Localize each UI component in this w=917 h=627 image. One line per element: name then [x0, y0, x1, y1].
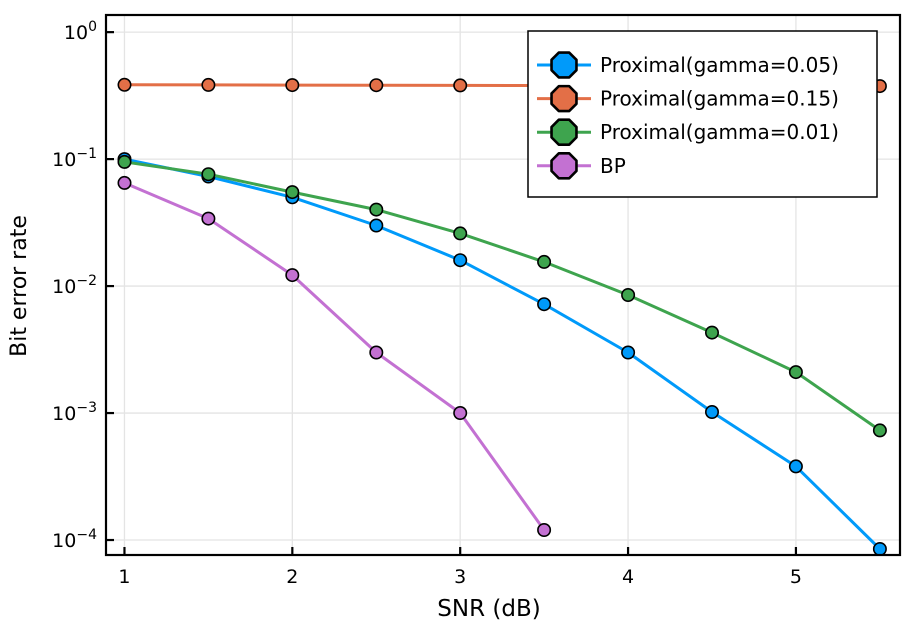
series-line	[123, 160, 882, 432]
data-point	[453, 226, 468, 241]
y-axis-label: Bit error rate	[7, 215, 32, 357]
data-point	[285, 268, 300, 283]
data-point	[201, 77, 216, 92]
data-point	[537, 254, 552, 269]
data-point	[537, 522, 552, 537]
data-point	[369, 202, 384, 217]
data-point	[369, 345, 384, 360]
legend-marker-icon	[550, 84, 578, 113]
legend-box	[527, 30, 878, 198]
data-point	[453, 405, 468, 420]
data-point	[788, 459, 803, 474]
legend-item: BP	[537, 152, 626, 180]
x-tick-label: 3	[454, 566, 466, 588]
data-point	[453, 78, 468, 93]
data-point	[117, 154, 132, 169]
legend-label: Proximal(gamma=0.15)	[600, 87, 839, 111]
series-2	[117, 154, 887, 438]
x-tick-label: 2	[286, 566, 298, 588]
legend-marker-icon	[550, 51, 578, 79]
data-point	[704, 404, 719, 419]
data-point	[872, 541, 887, 556]
data-point	[201, 167, 216, 182]
legend-label: Proximal(gamma=0.01)	[600, 120, 839, 144]
y-tick-label: 10−3	[52, 400, 97, 425]
data-point	[621, 287, 636, 302]
data-point	[117, 77, 132, 92]
data-point	[621, 345, 636, 360]
x-tick-label: 4	[622, 566, 634, 588]
legend-label: BP	[600, 154, 626, 178]
series-3	[117, 175, 552, 537]
series-line	[123, 181, 546, 532]
series-line	[123, 157, 882, 551]
data-point	[369, 218, 384, 233]
data-point	[453, 253, 468, 268]
legend-item: Proximal(gamma=0.15)	[537, 84, 839, 113]
legend: Proximal(gamma=0.05) Proximal(gamma=0.15)…	[527, 30, 878, 198]
legend-label: Proximal(gamma=0.05)	[600, 53, 839, 77]
data-point	[285, 78, 300, 93]
x-tick-label: 1	[118, 566, 130, 588]
data-point	[117, 175, 132, 190]
data-point	[201, 211, 216, 226]
x-tick-label: 5	[790, 566, 802, 588]
legend-marker-icon	[550, 152, 578, 180]
data-point	[369, 78, 384, 93]
legend-item: Proximal(gamma=0.05)	[537, 51, 839, 79]
axis-ticks	[106, 31, 798, 555]
data-point	[704, 325, 719, 340]
x-axis-label: SNR (dB)	[437, 596, 541, 622]
data-point	[537, 297, 552, 312]
data-point	[285, 185, 300, 200]
data-point	[872, 423, 887, 438]
legend-marker-icon	[550, 118, 578, 146]
data-point	[788, 365, 803, 380]
legend-item: Proximal(gamma=0.01)	[537, 118, 839, 146]
